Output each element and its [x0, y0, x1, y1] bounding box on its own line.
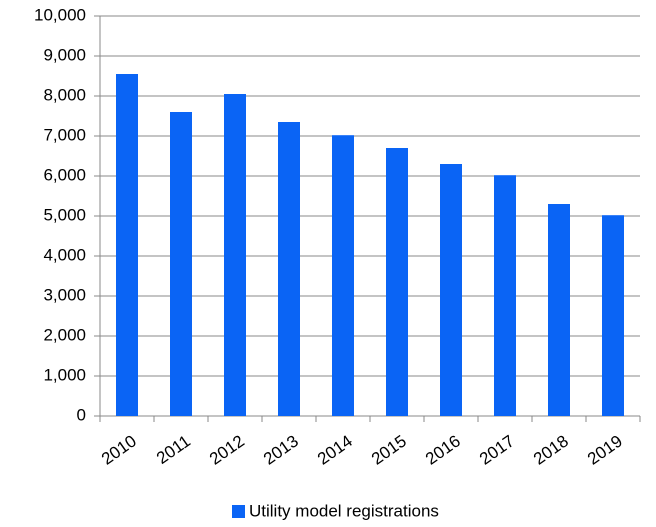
y-tick-label: 3,000 — [43, 285, 86, 304]
x-tick-label: 2011 — [153, 431, 194, 468]
bar — [494, 175, 516, 416]
x-tick-label: 2018 — [530, 431, 572, 468]
y-tick-label: 0 — [77, 405, 86, 424]
x-tick-label: 2016 — [422, 431, 464, 468]
bar — [332, 135, 354, 416]
bar — [116, 74, 138, 416]
y-tick-label: 9,000 — [43, 45, 86, 64]
y-tick-label: 2,000 — [43, 325, 86, 344]
y-tick-label: 5,000 — [43, 205, 86, 224]
bar — [224, 94, 246, 416]
bar — [440, 164, 462, 416]
y-tick-label: 7,000 — [43, 125, 86, 144]
y-tick-label: 6,000 — [43, 165, 86, 184]
y-tick-label: 1,000 — [43, 365, 86, 384]
bar — [278, 122, 300, 416]
bar — [170, 112, 192, 416]
x-tick-label: 2019 — [584, 431, 626, 468]
x-tick-label: 2010 — [98, 431, 140, 468]
x-tick-label: 2017 — [476, 431, 518, 468]
x-tick-label: 2014 — [314, 431, 356, 468]
bar — [386, 148, 408, 416]
y-tick-label: 4,000 — [43, 245, 86, 264]
legend-swatch — [232, 505, 245, 518]
y-tick-label: 8,000 — [43, 85, 86, 104]
bar — [602, 215, 624, 416]
bar — [548, 204, 570, 416]
x-tick-label: 2015 — [368, 431, 410, 468]
x-tick-label: 2013 — [260, 431, 302, 468]
x-tick-label: 2012 — [206, 431, 248, 468]
legend-label: Utility model registrations — [249, 501, 439, 520]
y-tick-label: 10,000 — [34, 5, 86, 24]
